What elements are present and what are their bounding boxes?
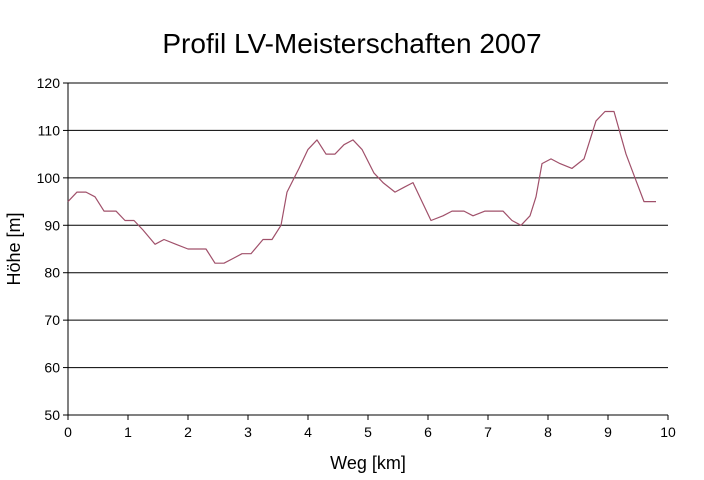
y-tick-label: 120 (37, 75, 61, 91)
grid-lines (68, 82, 668, 416)
y-tick-label: 110 (38, 122, 61, 138)
y-tick-label: 90 (44, 217, 60, 233)
series-layer (67, 110, 656, 264)
y-tick-labels: 50 60 70 80 90 100 110 120 (37, 75, 61, 423)
axes (63, 82, 669, 420)
x-tick-labels: 0 1 2 3 4 5 6 7 8 9 10 (64, 424, 676, 440)
y-tick-label: 50 (44, 407, 60, 423)
x-tick-label: 1 (124, 424, 132, 440)
x-axis-title: Weg [km] (330, 453, 406, 473)
series-line-0 (67, 110, 656, 264)
x-tick-label: 6 (424, 424, 432, 440)
y-tick-label: 60 (44, 360, 60, 376)
x-tick-label: 4 (304, 424, 312, 440)
x-tick-label: 2 (184, 424, 192, 440)
x-tick-label: 7 (484, 424, 492, 440)
y-tick-label: 100 (37, 170, 61, 186)
x-tick-label: 10 (660, 424, 676, 440)
chart-title: Profil LV-Meisterschaften 2007 (162, 28, 542, 59)
x-tick-label: 8 (544, 424, 552, 440)
y-tick-label: 70 (44, 312, 60, 328)
x-tick-label: 9 (604, 424, 612, 440)
y-axis-title: Höhe [m] (4, 212, 24, 285)
x-tick-label: 5 (364, 424, 372, 440)
x-tick-label: 0 (64, 424, 72, 440)
y-tick-label: 80 (44, 265, 60, 281)
x-tick-label: 3 (244, 424, 252, 440)
